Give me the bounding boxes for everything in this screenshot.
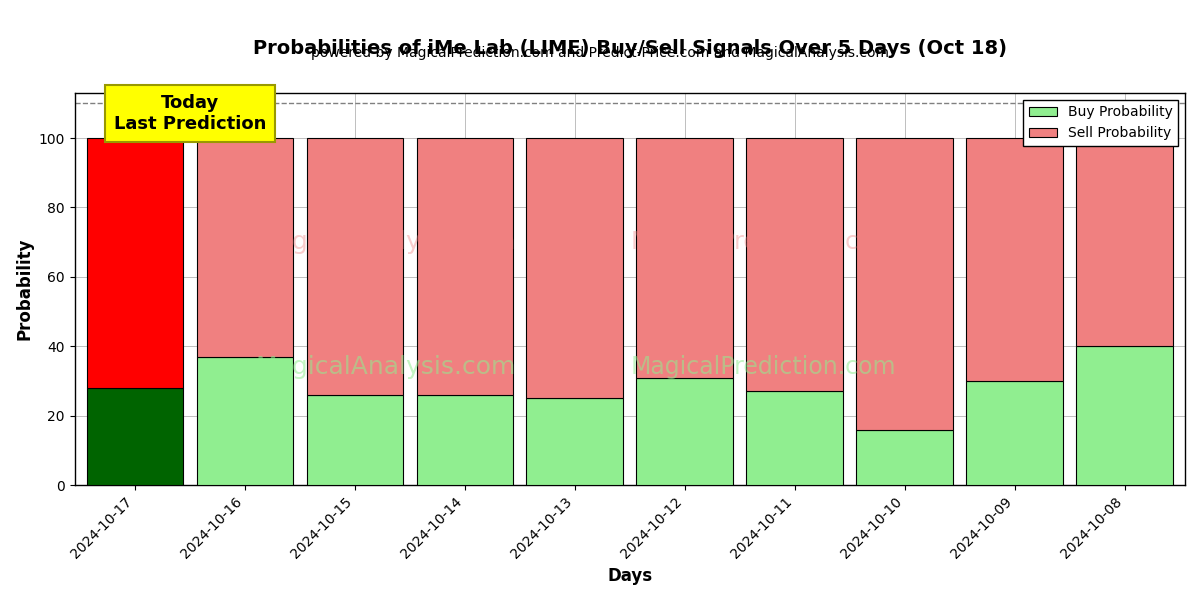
Text: MagicalAnalysis.com: MagicalAnalysis.com bbox=[256, 355, 516, 379]
Text: MagicalAnalysis.com: MagicalAnalysis.com bbox=[256, 230, 516, 254]
Text: MagicalPrediction.com: MagicalPrediction.com bbox=[630, 355, 896, 379]
X-axis label: Days: Days bbox=[607, 567, 653, 585]
Bar bbox=[416, 395, 514, 485]
Bar bbox=[527, 398, 623, 485]
Bar bbox=[636, 377, 733, 485]
Legend: Buy Probability, Sell Probability: Buy Probability, Sell Probability bbox=[1024, 100, 1178, 146]
Bar bbox=[857, 430, 953, 485]
Bar bbox=[746, 391, 844, 485]
Bar bbox=[416, 138, 514, 395]
Text: MagicalPrediction.com: MagicalPrediction.com bbox=[630, 230, 896, 254]
Bar bbox=[307, 395, 403, 485]
Bar bbox=[86, 138, 184, 388]
Bar bbox=[966, 138, 1063, 381]
Text: powered by MagicalPrediction.com and Predict-Price.com and MagicalAnalysis.com: powered by MagicalPrediction.com and Pre… bbox=[311, 46, 889, 60]
Bar bbox=[746, 138, 844, 391]
Bar bbox=[197, 357, 294, 485]
Bar bbox=[86, 388, 184, 485]
Bar bbox=[197, 138, 294, 357]
Text: Today
Last Prediction: Today Last Prediction bbox=[114, 94, 266, 133]
Title: Probabilities of iMe Lab (LIME) Buy/Sell Signals Over 5 Days (Oct 18): Probabilities of iMe Lab (LIME) Buy/Sell… bbox=[253, 39, 1007, 58]
Bar bbox=[307, 138, 403, 395]
Bar bbox=[966, 381, 1063, 485]
Bar bbox=[1076, 138, 1172, 346]
Bar bbox=[857, 138, 953, 430]
Bar bbox=[527, 138, 623, 398]
Y-axis label: Probability: Probability bbox=[16, 238, 34, 340]
Bar bbox=[1076, 346, 1172, 485]
Bar bbox=[636, 138, 733, 377]
